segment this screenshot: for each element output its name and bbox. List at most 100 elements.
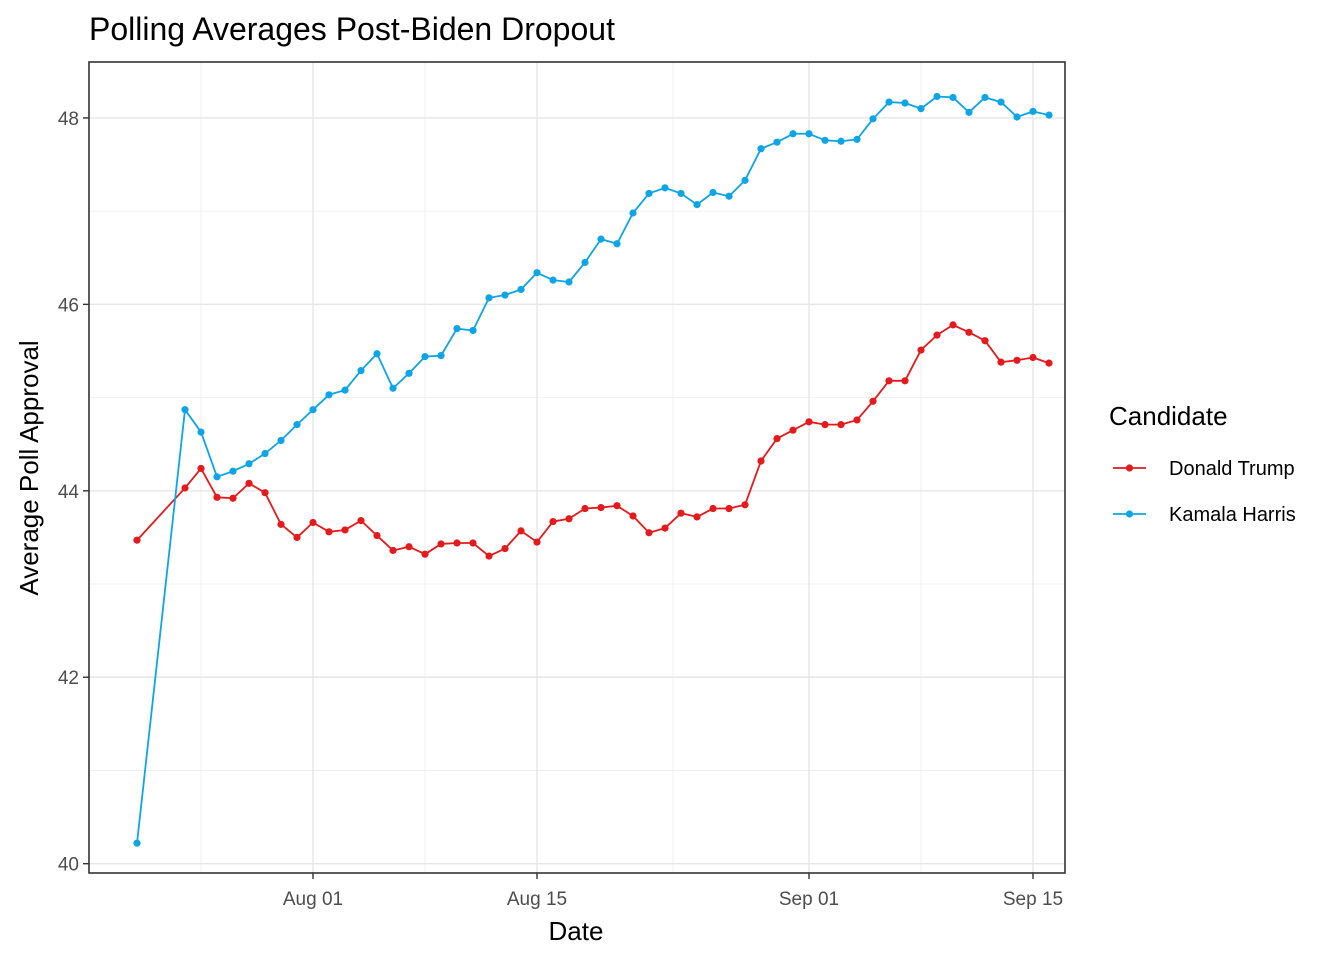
data-point-donald-trump <box>197 464 205 473</box>
data-point-donald-trump <box>501 545 509 553</box>
data-point-kamala-harris <box>837 137 845 145</box>
data-point-donald-trump <box>821 421 829 429</box>
data-point-kamala-harris <box>485 294 493 302</box>
data-point-kamala-harris <box>901 99 909 107</box>
y-tick-label: 44 <box>58 482 80 503</box>
data-point-kamala-harris <box>965 108 973 116</box>
data-point-kamala-harris <box>357 366 365 375</box>
data-point-donald-trump <box>261 489 269 497</box>
data-point-donald-trump <box>405 543 413 551</box>
data-point-donald-trump <box>773 435 781 443</box>
data-point-donald-trump <box>949 321 957 329</box>
data-point-donald-trump <box>581 504 589 513</box>
data-point-kamala-harris <box>661 184 669 192</box>
legend-title: Candidate <box>1109 401 1228 431</box>
data-point-donald-trump <box>549 517 557 526</box>
data-point-donald-trump <box>661 524 669 532</box>
data-point-kamala-harris <box>245 460 253 468</box>
data-point-donald-trump <box>469 539 477 547</box>
y-axis-label: Average Poll Approval <box>14 340 44 595</box>
data-point-kamala-harris <box>821 136 829 144</box>
data-point-kamala-harris <box>789 130 797 138</box>
x-axis-label: Date <box>549 916 604 946</box>
data-point-donald-trump <box>565 515 573 523</box>
data-point-kamala-harris <box>805 130 813 138</box>
y-tick-label: 40 <box>58 855 79 876</box>
data-point-kamala-harris <box>757 145 765 153</box>
x-tick-label: Sep 15 <box>1003 889 1063 910</box>
x-tick-label: Aug 01 <box>283 889 343 910</box>
data-point-kamala-harris <box>421 352 429 361</box>
x-tick-label: Sep 01 <box>779 889 839 910</box>
data-point-donald-trump <box>389 546 397 555</box>
data-point-kamala-harris <box>325 391 333 399</box>
data-point-kamala-harris <box>997 98 1005 106</box>
data-point-kamala-harris <box>213 473 221 481</box>
legend: Candidate Donald Trump Kamala Harris <box>1109 401 1296 526</box>
data-point-donald-trump <box>725 504 733 513</box>
data-point-kamala-harris <box>741 176 749 184</box>
y-axis: 40 42 44 46 48 <box>58 109 89 876</box>
data-point-kamala-harris <box>549 276 557 284</box>
data-point-donald-trump <box>613 502 621 510</box>
data-point-donald-trump <box>853 416 861 424</box>
data-point-kamala-harris <box>133 839 141 847</box>
data-point-donald-trump <box>901 377 909 385</box>
data-point-donald-trump <box>837 421 845 429</box>
data-point-donald-trump <box>885 377 893 385</box>
data-point-donald-trump <box>1029 353 1037 362</box>
data-point-donald-trump <box>677 509 685 517</box>
data-point-kamala-harris <box>405 369 413 377</box>
data-point-kamala-harris <box>181 406 189 414</box>
data-point-kamala-harris <box>645 189 653 198</box>
data-point-kamala-harris <box>677 189 685 198</box>
data-point-donald-trump <box>325 528 333 536</box>
data-point-kamala-harris <box>949 93 957 102</box>
data-point-donald-trump <box>965 328 973 336</box>
data-point-donald-trump <box>789 426 797 434</box>
data-point-kamala-harris <box>565 278 573 286</box>
data-point-kamala-harris <box>869 115 877 123</box>
data-point-kamala-harris <box>597 235 605 243</box>
data-point-kamala-harris <box>709 188 717 197</box>
data-point-kamala-harris <box>261 449 269 458</box>
data-point-donald-trump <box>933 331 941 339</box>
data-point-kamala-harris <box>533 269 541 277</box>
legend-item-donald-trump: Donald Trump <box>1113 458 1295 480</box>
data-point-kamala-harris <box>293 421 301 429</box>
data-point-donald-trump <box>757 457 765 465</box>
data-point-donald-trump <box>981 337 989 345</box>
x-tick-label: Aug 15 <box>507 889 567 910</box>
data-point-kamala-harris <box>517 285 525 294</box>
data-point-kamala-harris <box>437 352 445 360</box>
data-point-kamala-harris <box>229 467 237 475</box>
data-point-kamala-harris <box>693 201 701 209</box>
data-point-donald-trump <box>309 518 317 527</box>
legend-label: Kamala Harris <box>1169 504 1296 526</box>
x-axis: Aug 01 Aug 15 Sep 01 Sep 15 <box>283 873 1063 910</box>
data-point-kamala-harris <box>1029 107 1037 116</box>
data-point-kamala-harris <box>341 386 349 394</box>
data-point-donald-trump <box>437 540 445 548</box>
data-point-donald-trump <box>709 504 717 513</box>
series-line-donald-trump <box>136 323 1050 557</box>
data-point-donald-trump <box>133 536 141 544</box>
grid-minor <box>89 62 1065 873</box>
data-point-donald-trump <box>629 512 637 520</box>
series-donald-trump <box>133 321 1053 560</box>
legend-item-kamala-harris: Kamala Harris <box>1113 504 1296 526</box>
data-point-kamala-harris <box>277 436 285 445</box>
data-point-kamala-harris <box>773 138 781 146</box>
data-point-donald-trump <box>277 520 285 528</box>
data-point-donald-trump <box>229 494 237 502</box>
data-point-donald-trump <box>917 346 925 354</box>
series-kamala-harris <box>133 92 1053 847</box>
series-layer <box>133 92 1053 847</box>
data-point-donald-trump <box>245 479 253 487</box>
data-point-kamala-harris <box>853 135 861 143</box>
data-point-kamala-harris <box>613 240 621 248</box>
data-point-kamala-harris <box>389 384 397 392</box>
data-point-kamala-harris <box>453 325 461 333</box>
grid-major <box>89 62 1065 873</box>
